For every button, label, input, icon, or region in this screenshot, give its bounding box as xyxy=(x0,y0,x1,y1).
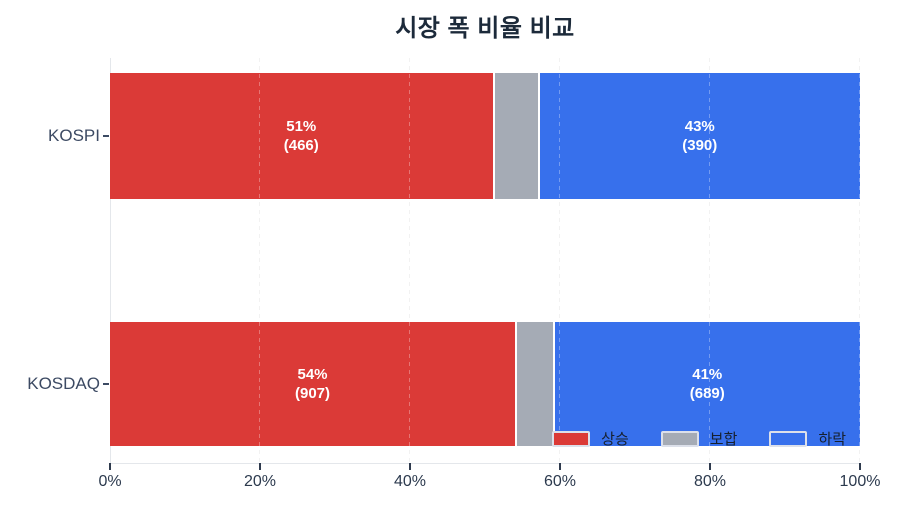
y-tick-kosdaq xyxy=(103,383,109,385)
kospi-advance-count-label: (466) xyxy=(283,137,319,154)
plot-area: 51% (466) 43% (390) 54% (907) 41% (689) xyxy=(98,58,880,490)
gridline-overlay-100pct xyxy=(859,58,860,463)
gridline-overlay-60pct xyxy=(559,58,560,463)
gridline-80pct xyxy=(709,58,710,463)
kospi-decline-pct-label: 43% xyxy=(684,118,715,135)
x-tick-label-80: 80% xyxy=(693,473,727,490)
kosdaq-decline-segment[interactable]: 41% (689) xyxy=(552,322,860,446)
legend-item-flat[interactable]: 보합 xyxy=(660,428,738,449)
kosdaq-flat-segment[interactable] xyxy=(515,322,553,446)
kosdaq-decline-count-label: (689) xyxy=(689,385,725,402)
x-tick-label-0: 0% xyxy=(98,473,122,490)
decline-swatch-icon xyxy=(769,430,808,447)
kospi-advance-segment[interactable]: 51% (466) xyxy=(110,73,493,199)
kosdaq-decline-pct-label: 41% xyxy=(692,366,723,383)
x-tick-80 xyxy=(709,463,711,470)
kospi-flat-segment[interactable] xyxy=(492,73,538,199)
y-tick-kospi xyxy=(103,135,109,137)
legend-label-flat: 보합 xyxy=(709,431,738,448)
gridline-100pct xyxy=(859,58,860,463)
kosdaq-advance-segment[interactable]: 54% (907) xyxy=(110,322,515,446)
x-tick-100 xyxy=(859,463,861,470)
x-tick-40 xyxy=(409,463,411,470)
gridline-20pct xyxy=(259,58,260,463)
y-axis-line xyxy=(110,58,111,463)
x-tick-label-100: 100% xyxy=(839,473,881,490)
gridline-overlay-80pct xyxy=(709,58,710,463)
gridline-overlay-40pct xyxy=(409,58,410,463)
category-label-kosdaq: KOSDAQ xyxy=(27,374,100,393)
x-tick-label-40: 40% xyxy=(393,473,427,490)
kosdaq-advance-count-label: (907) xyxy=(294,385,331,402)
x-tick-60 xyxy=(559,463,561,470)
advance-swatch-icon xyxy=(552,430,591,447)
bar-row-kospi: 51% (466) 43% (390) xyxy=(110,73,860,199)
gridline-40pct xyxy=(409,58,410,463)
legend-item-decline[interactable]: 하락 xyxy=(769,428,846,449)
kosdaq-advance-pct-label: 54% xyxy=(297,366,328,383)
gridline-overlay-20pct xyxy=(259,58,260,463)
x-tick-20 xyxy=(259,463,261,470)
kospi-advance-pct-label: 51% xyxy=(286,118,317,135)
legend: 상승 보합 하락 xyxy=(552,428,846,449)
legend-label-advance: 상승 xyxy=(601,431,629,448)
kospi-decline-segment[interactable]: 43% (390) xyxy=(537,73,860,199)
x-tick-0 xyxy=(109,463,111,470)
legend-label-decline: 하락 xyxy=(818,431,846,448)
chart-title: 시장 폭 비율 비교 xyxy=(395,15,575,42)
bar-row-kosdaq: 54% (907) 41% (689) xyxy=(110,322,860,446)
x-axis-line xyxy=(110,463,860,464)
legend-item-advance[interactable]: 상승 xyxy=(552,428,629,449)
gridline-60pct xyxy=(559,58,560,463)
category-label-kospi: KOSPI xyxy=(48,126,100,145)
flat-swatch-icon xyxy=(660,430,699,447)
x-tick-label-20: 20% xyxy=(243,473,277,490)
kospi-decline-count-label: (390) xyxy=(682,137,718,154)
x-tick-label-60: 60% xyxy=(543,473,577,490)
